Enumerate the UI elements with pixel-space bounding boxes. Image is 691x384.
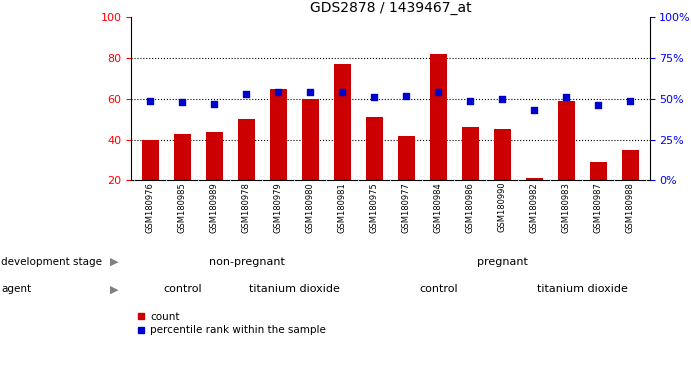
Point xyxy=(177,99,188,105)
Point xyxy=(465,98,476,104)
Text: titanium dioxide: titanium dioxide xyxy=(249,284,340,294)
Text: GSM180990: GSM180990 xyxy=(498,182,507,232)
Legend: count, percentile rank within the sample: count, percentile rank within the sample xyxy=(137,312,326,335)
Point xyxy=(273,89,284,96)
Bar xyxy=(302,99,319,180)
Bar xyxy=(462,127,479,180)
Point xyxy=(145,98,156,104)
Point xyxy=(241,91,252,97)
Text: GSM180984: GSM180984 xyxy=(434,182,443,233)
Text: GSM180987: GSM180987 xyxy=(594,182,603,233)
Bar xyxy=(589,162,607,180)
Bar xyxy=(558,101,575,180)
Point xyxy=(529,107,540,113)
Text: development stage: development stage xyxy=(1,257,102,266)
Bar xyxy=(493,129,511,180)
Text: titanium dioxide: titanium dioxide xyxy=(537,284,628,294)
Bar xyxy=(238,119,255,180)
Text: non-pregnant: non-pregnant xyxy=(209,257,285,266)
Point xyxy=(433,89,444,96)
Text: GSM180980: GSM180980 xyxy=(306,182,315,233)
Bar xyxy=(142,140,160,180)
Bar xyxy=(526,179,543,180)
Text: GSM180989: GSM180989 xyxy=(210,182,219,233)
Point xyxy=(209,101,220,107)
Title: GDS2878 / 1439467_at: GDS2878 / 1439467_at xyxy=(310,1,471,15)
Point xyxy=(561,94,572,100)
Text: GSM180979: GSM180979 xyxy=(274,182,283,233)
Text: ▶: ▶ xyxy=(110,257,118,266)
Bar xyxy=(269,89,287,180)
Text: GSM180977: GSM180977 xyxy=(402,182,411,233)
Bar xyxy=(397,136,415,180)
Text: ▶: ▶ xyxy=(110,284,118,294)
Text: GSM180975: GSM180975 xyxy=(370,182,379,233)
Bar xyxy=(430,54,447,180)
Bar xyxy=(173,134,191,180)
Text: pregnant: pregnant xyxy=(477,257,528,266)
Text: GSM180986: GSM180986 xyxy=(466,182,475,233)
Text: control: control xyxy=(163,284,202,294)
Text: GSM180983: GSM180983 xyxy=(562,182,571,233)
Text: GSM180981: GSM180981 xyxy=(338,182,347,233)
Bar xyxy=(334,64,351,180)
Point xyxy=(305,89,316,96)
Bar xyxy=(366,117,384,180)
Text: GSM180978: GSM180978 xyxy=(242,182,251,233)
Bar xyxy=(621,150,639,180)
Point xyxy=(401,93,412,99)
Point xyxy=(593,103,604,109)
Text: agent: agent xyxy=(1,284,32,294)
Point xyxy=(625,98,636,104)
Point xyxy=(337,89,348,96)
Bar xyxy=(206,132,223,180)
Point xyxy=(497,96,508,102)
Text: GSM180982: GSM180982 xyxy=(530,182,539,233)
Point xyxy=(369,94,380,100)
Text: GSM180976: GSM180976 xyxy=(146,182,155,233)
Text: GSM180985: GSM180985 xyxy=(178,182,187,233)
Text: control: control xyxy=(419,284,457,294)
Text: GSM180988: GSM180988 xyxy=(626,182,635,233)
